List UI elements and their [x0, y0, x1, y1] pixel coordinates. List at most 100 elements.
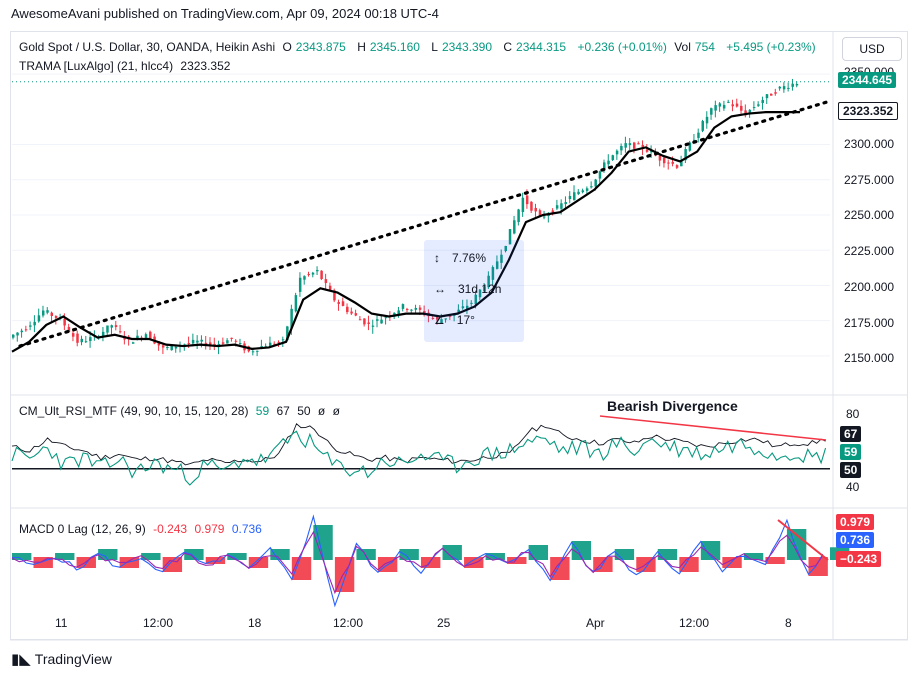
candle-body [478, 289, 482, 298]
candle-body [564, 202, 567, 205]
macd-histogram-bar [571, 541, 592, 560]
candle-body [230, 337, 233, 339]
candle-body [504, 245, 507, 252]
candle-body [80, 338, 84, 343]
candle-body [624, 143, 627, 148]
ohlc-change: +0.236 (+0.01%) [577, 40, 667, 54]
trama-line [11, 111, 800, 353]
candle-body [341, 301, 345, 306]
candle-body [333, 290, 336, 301]
rsi-tag: 67 [840, 426, 862, 442]
candle-body [440, 319, 443, 323]
candle-body [581, 190, 585, 193]
price-tick: 2150.000 [844, 351, 895, 365]
rsi-tag: 59 [840, 444, 862, 460]
measure-percent: 7.76% [452, 251, 487, 265]
candle-body [328, 285, 332, 291]
candle-body [16, 332, 19, 336]
macd-value: 0.736 [231, 522, 262, 536]
price-tick: 2275.000 [844, 173, 895, 187]
candle-body [311, 272, 315, 275]
macd-histogram-bar [33, 557, 53, 568]
candle-body [268, 342, 272, 347]
macd-histogram-bar [765, 557, 785, 564]
ohlc-open: O 2343.875 [282, 40, 346, 54]
candle-body [744, 110, 747, 116]
candle-body [110, 325, 113, 328]
time-tick: 12:00 [143, 616, 174, 630]
candle-body [444, 318, 448, 320]
candle-body [555, 205, 559, 209]
candle-body [320, 270, 323, 280]
candle-body [406, 308, 409, 310]
candle-body [705, 116, 709, 124]
candle-body [144, 334, 148, 338]
candle-body [632, 142, 636, 149]
candle-body [474, 294, 478, 305]
macd-histogram-bar [76, 557, 96, 568]
macd-histogram-bar [98, 549, 118, 560]
ohlc-close: C 2344.315 [503, 40, 567, 54]
candle-body [594, 179, 597, 187]
candle-body [209, 342, 212, 345]
macd-histogram-bar [442, 545, 462, 560]
candle-body [354, 313, 358, 316]
candle-body [710, 108, 713, 115]
candle-body [508, 229, 512, 245]
candle-body [538, 210, 542, 216]
macd-legend[interactable]: MACD 0 Lag (12, 26, 9) -0.243 0.979 0.73… [19, 522, 266, 536]
candle-body [418, 307, 422, 310]
tv-logo-text: TradingView [34, 651, 112, 667]
measure-tooltip[interactable]: ↕ 7.76% ↔ 31d 12h ∠ 17° [424, 240, 524, 342]
macd-histogram-bar [722, 557, 742, 568]
candle-body [29, 325, 32, 327]
price-tick: 2225.000 [844, 244, 895, 258]
ohlc-low: L 2343.390 [431, 40, 493, 54]
candle-body [303, 276, 306, 280]
volume-change: +5.495 (+0.23%) [726, 40, 816, 54]
rsi-tick: 80 [846, 407, 860, 421]
candle-body [101, 331, 105, 337]
time-tick: 12:00 [679, 616, 710, 630]
candle-body [367, 322, 370, 324]
currency-button[interactable]: USD [842, 37, 902, 61]
rsi-fast-line [11, 430, 827, 486]
tradingview-logo[interactable]: ▮◣ TradingView [11, 650, 112, 668]
candle-body [517, 209, 520, 223]
candle-body [363, 318, 366, 325]
macd-histogram-bar [700, 541, 721, 560]
macd-histogram-bar [205, 557, 226, 564]
macd-histogram-bar [270, 549, 290, 560]
candle-body [380, 319, 383, 324]
macd-histogram-bar [679, 557, 699, 572]
rsi-legend[interactable]: CM_Ult_RSI_MTF (49, 90, 10, 15, 120, 28)… [19, 404, 344, 418]
rsi-value: 67 [276, 404, 290, 418]
macd-histogram-bar [464, 557, 484, 568]
macd-histogram-bar [356, 549, 376, 560]
candle-body [346, 306, 349, 313]
candle-body [63, 318, 66, 326]
indicator-legend[interactable]: TRAMA [LuxAlgo] (21, hlcc4) 2323.352 [19, 59, 234, 73]
candle-body [551, 210, 555, 214]
candle-body [273, 343, 276, 345]
candle-body [431, 317, 435, 319]
macd-histogram-bar [184, 549, 204, 560]
candle-body [735, 103, 739, 107]
macd-line [11, 514, 824, 608]
candle-body [286, 326, 289, 341]
symbol-name[interactable]: Gold Spot / U.S. Dollar, 30, OANDA, Heik… [19, 40, 276, 54]
candle-body [740, 105, 743, 111]
candle-body [795, 83, 799, 86]
candle-body [645, 149, 649, 152]
candle-body [722, 104, 726, 109]
candle-body [71, 333, 75, 337]
macd-histogram-bar [550, 557, 570, 580]
candle-body [161, 345, 165, 348]
candle-body [718, 103, 722, 107]
macd-histogram-bar [227, 553, 247, 560]
candle-body [324, 279, 328, 284]
candle-body [119, 331, 122, 333]
rsi-value: 50 [297, 404, 311, 418]
price-tick: 2300.000 [844, 137, 895, 151]
